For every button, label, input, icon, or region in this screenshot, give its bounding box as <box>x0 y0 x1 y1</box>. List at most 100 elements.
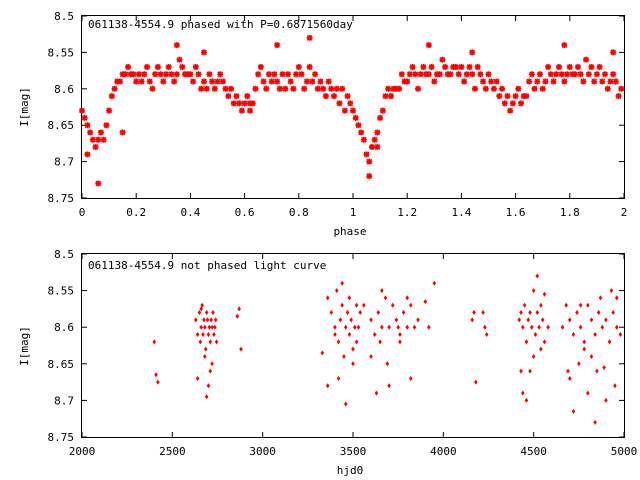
data-point <box>274 78 281 85</box>
data-point <box>122 71 129 78</box>
data-point <box>558 71 565 78</box>
data-point <box>555 63 562 70</box>
data-point <box>431 78 438 85</box>
y-tick-label: 8.65 <box>48 358 75 371</box>
data-point <box>301 85 308 92</box>
data-point <box>95 136 102 143</box>
data-point <box>604 85 611 92</box>
data-point <box>369 317 373 323</box>
x-tick-label: 1.6 <box>506 206 526 219</box>
data-point <box>217 71 224 78</box>
data-point <box>325 383 330 389</box>
data-point <box>252 85 259 92</box>
data-point <box>358 129 365 136</box>
data-point <box>204 394 209 400</box>
data-point <box>199 306 204 312</box>
data-point <box>480 78 487 85</box>
data-point <box>197 310 202 316</box>
data-point <box>239 346 243 352</box>
data-point <box>368 144 375 151</box>
data-point <box>154 372 158 378</box>
data-point <box>481 310 485 316</box>
data-point <box>133 78 140 85</box>
data-point <box>499 85 506 92</box>
data-point <box>339 85 346 92</box>
data-point <box>582 346 587 352</box>
data-point <box>560 324 565 330</box>
data-point <box>602 364 606 370</box>
data-point <box>600 324 605 330</box>
data-point <box>526 317 531 323</box>
data-point <box>157 71 164 78</box>
data-point <box>274 42 281 49</box>
data-point <box>146 78 153 85</box>
data-point <box>366 173 373 180</box>
x-tick-label: 4500 <box>520 445 547 458</box>
data-point <box>340 302 344 308</box>
data-point <box>471 85 478 92</box>
data-points-group <box>79 34 625 187</box>
data-point <box>484 332 489 338</box>
data-point <box>574 63 581 70</box>
data-point <box>309 78 316 85</box>
data-point <box>199 324 204 330</box>
data-point <box>276 85 283 92</box>
data-point <box>604 317 608 323</box>
data-point <box>130 71 137 78</box>
data-point <box>179 63 186 70</box>
data-point <box>542 291 547 297</box>
data-point <box>200 78 207 85</box>
data-point <box>546 324 550 330</box>
data-point <box>470 317 475 323</box>
data-point <box>572 71 579 78</box>
data-point <box>343 401 348 407</box>
plot-frame <box>81 253 625 438</box>
data-point <box>92 144 99 151</box>
data-point <box>352 114 359 121</box>
data-point <box>290 85 297 92</box>
data-point <box>342 353 346 359</box>
data-point <box>213 317 218 323</box>
data-point <box>607 339 612 345</box>
data-point <box>187 71 194 78</box>
y-tick-label: 8.6 <box>54 83 74 96</box>
plot-frame <box>81 15 625 199</box>
data-point <box>374 129 381 136</box>
data-point <box>356 324 361 330</box>
data-point <box>203 324 207 330</box>
data-point <box>589 317 594 323</box>
x-axis-label: hjd0 <box>337 464 364 477</box>
data-point <box>260 78 267 85</box>
data-point <box>212 332 216 338</box>
data-point <box>539 85 546 92</box>
data-point <box>585 71 592 78</box>
data-point <box>539 302 543 308</box>
data-point <box>219 78 226 85</box>
data-point <box>303 78 310 85</box>
data-point <box>474 63 481 70</box>
data-point <box>577 361 581 367</box>
data-point <box>589 353 594 359</box>
x-tick-label: 0 <box>79 206 86 219</box>
data-point <box>416 317 420 323</box>
data-point <box>214 78 221 85</box>
data-point <box>504 93 511 100</box>
data-point <box>176 56 183 63</box>
data-point <box>618 85 625 92</box>
data-point <box>111 85 118 92</box>
data-point <box>206 332 211 338</box>
data-point <box>222 85 229 92</box>
data-point <box>586 302 590 308</box>
data-point <box>287 78 294 85</box>
data-point <box>425 42 432 49</box>
data-point <box>427 324 431 330</box>
data-point <box>208 368 213 374</box>
data-point <box>561 78 568 85</box>
data-point <box>518 100 525 107</box>
x-tick-label: 0.8 <box>289 206 309 219</box>
data-point <box>257 63 264 70</box>
data-point <box>542 339 547 345</box>
data-point <box>387 324 391 330</box>
x-tick-label: 1 <box>350 206 357 219</box>
data-point <box>156 379 160 385</box>
